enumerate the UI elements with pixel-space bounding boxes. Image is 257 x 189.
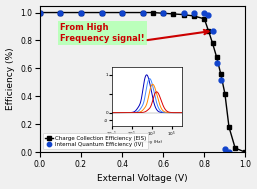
X-axis label: External Voltage (V): External Voltage (V) bbox=[97, 174, 188, 184]
Internal Quantum Efficiency (IV) bbox=[223, 148, 226, 151]
Charge Collection Efficiency (EIS) bbox=[223, 92, 226, 95]
Charge Collection Efficiency (EIS) bbox=[219, 73, 222, 75]
Internal Quantum Efficiency (IV) bbox=[121, 11, 124, 14]
Charge Collection Efficiency (EIS) bbox=[182, 13, 185, 16]
Charge Collection Efficiency (EIS) bbox=[100, 11, 103, 14]
Charge Collection Efficiency (EIS) bbox=[162, 12, 165, 14]
Internal Quantum Efficiency (IV) bbox=[219, 78, 222, 81]
Internal Quantum Efficiency (IV) bbox=[215, 62, 218, 64]
Internal Quantum Efficiency (IV) bbox=[162, 11, 165, 14]
Internal Quantum Efficiency (IV) bbox=[59, 11, 62, 14]
Text: From High
Frequency signal!: From High Frequency signal! bbox=[60, 23, 145, 43]
Charge Collection Efficiency (EIS) bbox=[151, 11, 154, 14]
Charge Collection Efficiency (EIS) bbox=[121, 11, 124, 14]
Internal Quantum Efficiency (IV) bbox=[203, 11, 206, 14]
Charge Collection Efficiency (EIS) bbox=[207, 29, 210, 32]
Line: Internal Quantum Efficiency (IV): Internal Quantum Efficiency (IV) bbox=[38, 10, 232, 155]
Charge Collection Efficiency (EIS) bbox=[172, 13, 175, 15]
Charge Collection Efficiency (EIS) bbox=[203, 18, 206, 20]
Charge Collection Efficiency (EIS) bbox=[141, 11, 144, 14]
Internal Quantum Efficiency (IV) bbox=[207, 13, 210, 16]
Internal Quantum Efficiency (IV) bbox=[182, 11, 185, 14]
Legend: Charge Collection Efficiency (EIS), Internal Quantum Efficiency (IV): Charge Collection Efficiency (EIS), Inte… bbox=[43, 133, 148, 149]
Internal Quantum Efficiency (IV) bbox=[100, 11, 103, 14]
Internal Quantum Efficiency (IV) bbox=[141, 11, 144, 14]
Charge Collection Efficiency (EIS) bbox=[234, 147, 237, 149]
Charge Collection Efficiency (EIS) bbox=[215, 56, 218, 58]
Internal Quantum Efficiency (IV) bbox=[192, 11, 196, 14]
Charge Collection Efficiency (EIS) bbox=[192, 15, 196, 17]
Line: Charge Collection Efficiency (EIS): Charge Collection Efficiency (EIS) bbox=[38, 11, 247, 154]
Internal Quantum Efficiency (IV) bbox=[227, 151, 231, 153]
Charge Collection Efficiency (EIS) bbox=[211, 42, 214, 44]
Y-axis label: Efficiency (%): Efficiency (%) bbox=[6, 48, 15, 110]
Charge Collection Efficiency (EIS) bbox=[79, 11, 82, 14]
Internal Quantum Efficiency (IV) bbox=[38, 11, 41, 14]
Charge Collection Efficiency (EIS) bbox=[38, 11, 41, 14]
Charge Collection Efficiency (EIS) bbox=[59, 11, 62, 14]
Internal Quantum Efficiency (IV) bbox=[211, 29, 214, 32]
Internal Quantum Efficiency (IV) bbox=[79, 11, 82, 14]
Charge Collection Efficiency (EIS) bbox=[244, 151, 247, 153]
Charge Collection Efficiency (EIS) bbox=[227, 126, 231, 128]
